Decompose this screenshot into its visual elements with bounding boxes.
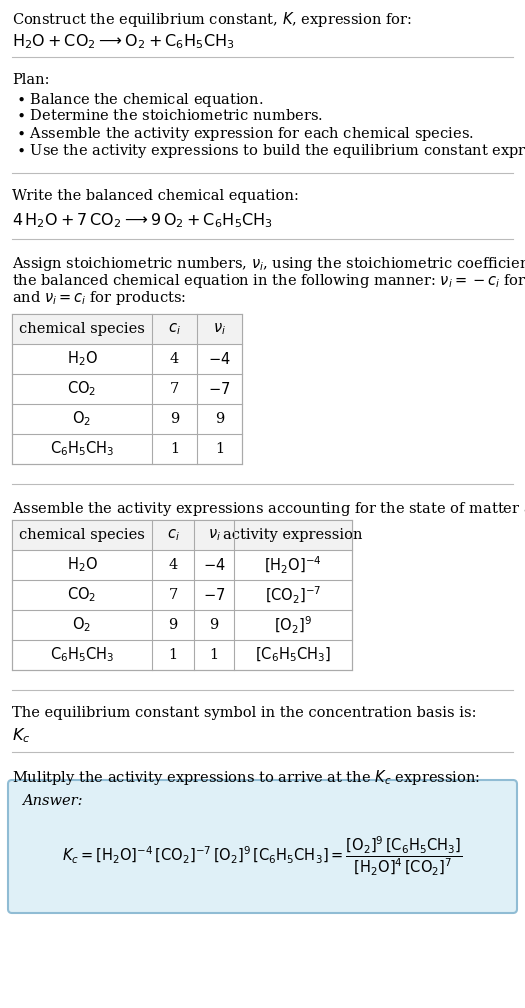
Text: Write the balanced chemical equation:: Write the balanced chemical equation: [12,190,299,203]
Text: $\bullet$ Determine the stoichiometric numbers.: $\bullet$ Determine the stoichiometric n… [16,108,323,123]
Text: 9: 9 [170,412,179,426]
Text: Construct the equilibrium constant, $K$, expression for:: Construct the equilibrium constant, $K$,… [12,10,412,29]
Text: $\nu_i$: $\nu_i$ [207,527,220,543]
Text: $\mathrm{C_6H_5CH_3}$: $\mathrm{C_6H_5CH_3}$ [50,646,114,664]
Text: Mulitply the activity expressions to arrive at the $K_c$ expression:: Mulitply the activity expressions to arr… [12,768,480,787]
Bar [12,520,352,550]
Text: chemical species: chemical species [19,528,145,542]
Text: 9: 9 [209,618,218,632]
Text: 4: 4 [169,558,177,572]
Text: $[\mathrm{C_6H_5CH_3}]$: $[\mathrm{C_6H_5CH_3}]$ [255,646,331,664]
Text: 7: 7 [169,588,177,602]
Text: $\bullet$ Balance the chemical equation.: $\bullet$ Balance the chemical equation. [16,91,264,109]
Text: the balanced chemical equation in the following manner: $\nu_i = -c_i$ for react: the balanced chemical equation in the fo… [12,272,525,290]
Bar [12,314,242,464]
Text: $\mathrm{4\,H_2O + 7\,CO_2 \longrightarrow 9\,O_2 + C_6H_5CH_3}$: $\mathrm{4\,H_2O + 7\,CO_2 \longrightarr… [12,211,273,230]
Text: $\mathrm{H_2O}$: $\mathrm{H_2O}$ [67,555,98,575]
Text: Plan:: Plan: [12,73,49,87]
Text: 9: 9 [215,412,224,426]
Text: $[\mathrm{O_2}]^{9}$: $[\mathrm{O_2}]^{9}$ [274,615,312,636]
FancyBboxPatch shape [8,780,517,913]
Text: $\bullet$ Use the activity expressions to build the equilibrium constant express: $\bullet$ Use the activity expressions t… [16,142,525,160]
Text: Assemble the activity expressions accounting for the state of matter and $\nu_i$: Assemble the activity expressions accoun… [12,500,525,518]
Text: $\mathrm{C_6H_5CH_3}$: $\mathrm{C_6H_5CH_3}$ [50,439,114,459]
Text: 4: 4 [170,352,179,366]
Text: 7: 7 [170,382,179,396]
Text: 1: 1 [215,442,224,456]
Bar [12,520,352,670]
Text: $-7$: $-7$ [203,587,225,603]
Text: 9: 9 [169,618,177,632]
Text: $\mathrm{CO_2}$: $\mathrm{CO_2}$ [67,586,97,605]
Text: $-4$: $-4$ [208,351,231,367]
Text: $c_i$: $c_i$ [168,322,181,337]
Text: and $\nu_i = c_i$ for products:: and $\nu_i = c_i$ for products: [12,289,186,307]
Text: 1: 1 [170,442,179,456]
Text: The equilibrium constant symbol in the concentration basis is:: The equilibrium constant symbol in the c… [12,706,477,720]
Text: 1: 1 [209,648,218,662]
Text: $\mathrm{H_2O}$: $\mathrm{H_2O}$ [67,350,98,368]
Text: $\mathrm{H_2O + CO_2 \longrightarrow O_2 + C_6H_5CH_3}$: $\mathrm{H_2O + CO_2 \longrightarrow O_2… [12,32,235,50]
Text: $-7$: $-7$ [208,381,230,397]
Text: $c_i$: $c_i$ [166,527,180,543]
Text: 1: 1 [169,648,177,662]
Bar [12,314,242,344]
Text: $\mathrm{CO_2}$: $\mathrm{CO_2}$ [67,380,97,398]
Text: Answer:: Answer: [22,794,82,808]
Text: $[\mathrm{H_2O}]^{-4}$: $[\mathrm{H_2O}]^{-4}$ [264,554,322,576]
Text: $\mathrm{O_2}$: $\mathrm{O_2}$ [72,409,91,428]
Text: $[\mathrm{CO_2}]^{-7}$: $[\mathrm{CO_2}]^{-7}$ [265,585,321,606]
Text: activity expression: activity expression [223,528,363,542]
Text: Assign stoichiometric numbers, $\nu_i$, using the stoichiometric coefficients, $: Assign stoichiometric numbers, $\nu_i$, … [12,255,525,273]
Text: $-4$: $-4$ [203,557,225,573]
Text: $\bullet$ Assemble the activity expression for each chemical species.: $\bullet$ Assemble the activity expressi… [16,125,474,143]
Text: chemical species: chemical species [19,322,145,336]
Text: $\nu_i$: $\nu_i$ [213,322,226,337]
Text: $\mathrm{O_2}$: $\mathrm{O_2}$ [72,616,91,634]
Text: $K_c = [\mathrm{H_2O}]^{-4}\,[\mathrm{CO_2}]^{-7}\,[\mathrm{O_2}]^{9}\,[\mathrm{: $K_c = [\mathrm{H_2O}]^{-4}\,[\mathrm{CO… [62,835,463,878]
Text: $K_c$: $K_c$ [12,726,30,745]
